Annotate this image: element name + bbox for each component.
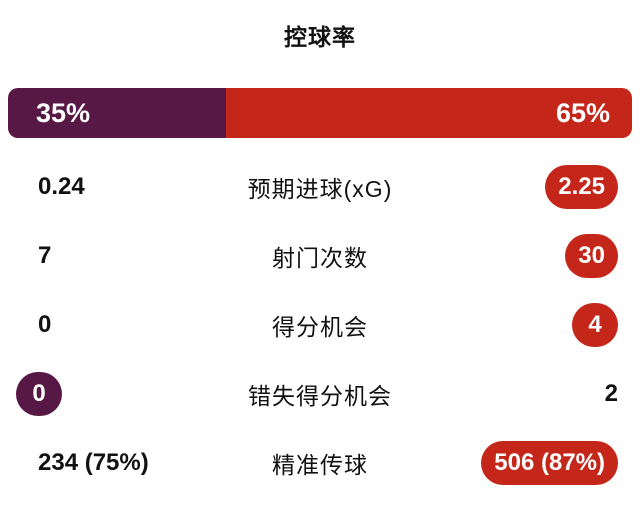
stat-row-shots: 7 射门次数 30: [0, 221, 640, 290]
stat-label: 得分机会: [272, 313, 368, 340]
possession-home-segment: 35%: [8, 88, 227, 138]
stat-away-value-pill: 30: [565, 233, 618, 278]
stat-label: 精准传球: [272, 451, 368, 478]
stat-label: 射门次数: [272, 244, 368, 271]
possession-title: 控球率: [284, 24, 356, 50]
stat-label: 预期进球(xG): [247, 175, 393, 202]
stat-away-value-pill: 2.25: [545, 164, 618, 209]
stat-home-value: 0.24: [38, 172, 85, 200]
stat-away-value-pill: 506 (87%): [481, 440, 618, 485]
possession-away-segment: 65%: [226, 88, 632, 138]
stats-list: 0.24 预期进球(xG) 2.25 7 射门次数 30 0 得分机会 4 0 …: [0, 152, 640, 497]
stat-home-value: 234 (75%): [38, 448, 149, 476]
stat-home-value-pill: 0: [16, 371, 62, 416]
stat-row-xg: 0.24 预期进球(xG) 2.25: [0, 152, 640, 221]
stat-row-big-chances: 0 得分机会 4: [0, 290, 640, 359]
possession-bar: 35% 65%: [8, 88, 632, 138]
stat-row-chances-missed: 0 错失得分机会 2: [0, 359, 640, 428]
possession-away-value: 65%: [555, 97, 610, 128]
stat-row-accurate-passes: 234 (75%) 精准传球 506 (87%): [0, 428, 640, 497]
stat-home-value: 7: [38, 241, 52, 269]
possession-home-value: 35%: [36, 97, 91, 128]
stat-home-value: 0: [38, 310, 52, 338]
stat-away-value: 2: [604, 379, 618, 407]
stat-label: 错失得分机会: [248, 382, 392, 409]
stat-away-value-pill: 4: [572, 302, 618, 347]
